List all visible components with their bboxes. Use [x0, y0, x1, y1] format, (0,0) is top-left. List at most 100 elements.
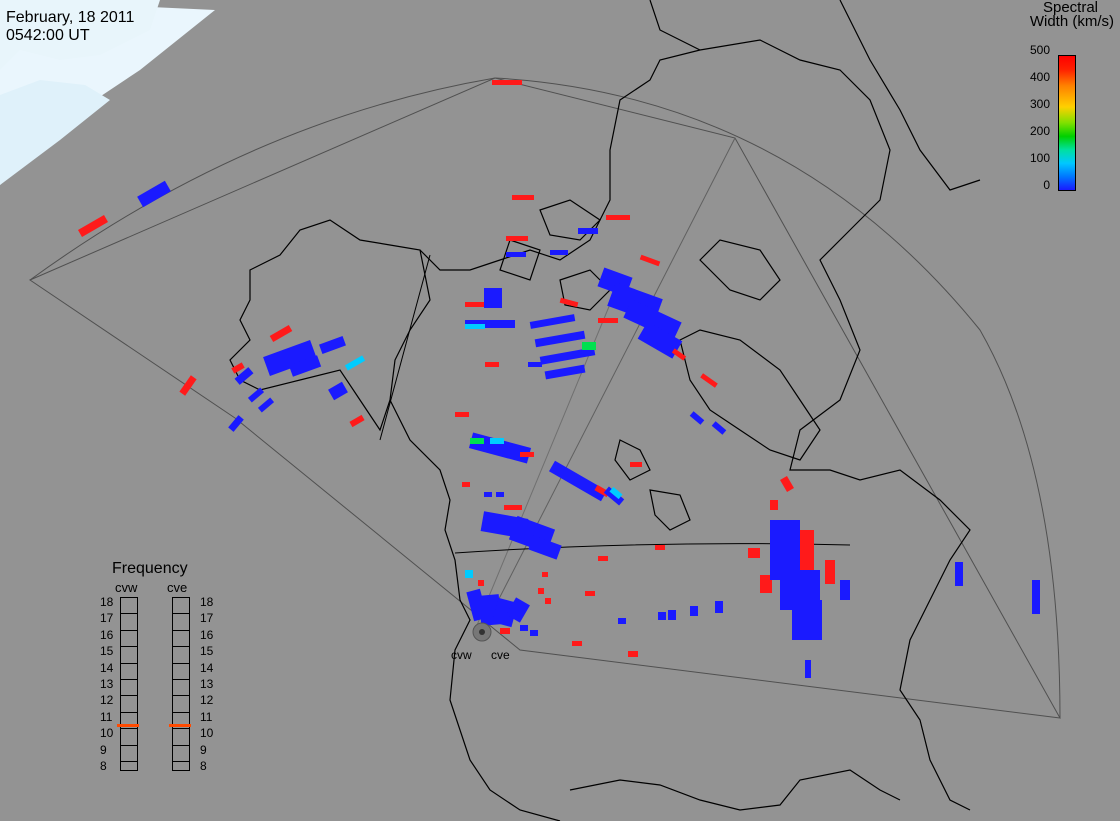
- baffin-island: [699, 239, 781, 301]
- frequency-level-left: 11: [100, 709, 113, 724]
- frequency-level-right: 18: [200, 595, 214, 609]
- radar-echo-cell: [549, 460, 607, 502]
- frequency-level-left: 8: [100, 759, 107, 773]
- radar-echo-cell: [492, 597, 518, 628]
- frequency-level-right: 12: [200, 693, 214, 708]
- frequency-row-divider: [121, 646, 137, 648]
- radar-echo-cell: [490, 438, 504, 444]
- frequency-row-divider: [173, 761, 189, 762]
- frequency-row-divider: [121, 761, 137, 762]
- radar-echo-cell: [715, 601, 723, 613]
- radar-label-west: cvw: [451, 648, 472, 662]
- radar-echo-cell: [506, 236, 528, 241]
- radar-echo-cell: [689, 411, 705, 425]
- radar-echo-cell: [455, 412, 469, 417]
- frequency-row-divider: [121, 695, 137, 697]
- radar-echo-cell: [539, 347, 596, 365]
- radar-echo-cell: [545, 598, 551, 604]
- radar-echo-cell: [780, 475, 794, 493]
- beam-line-2: [474, 279, 621, 631]
- radar-echo-cell: [506, 597, 530, 623]
- colorbar-title-line2: Width (km/s): [1029, 13, 1114, 30]
- greenland-west: [649, 0, 701, 51]
- greenland-coast: [839, 0, 981, 191]
- radar-echo-cell: [500, 628, 510, 634]
- frequency-row-divider: [173, 613, 189, 615]
- radar-echo-cell: [465, 570, 473, 578]
- radar-echo-cell: [805, 660, 811, 678]
- frequency-column-cve: [172, 597, 190, 771]
- radar-echo-cell: [637, 321, 683, 359]
- radar-echo-cell: [955, 562, 963, 586]
- frequency-level-left: 16: [100, 627, 114, 642]
- frequency-row-divider: [173, 662, 189, 664]
- frequency-level-right: 16: [200, 627, 214, 642]
- fov-arc-west: [29, 77, 496, 281]
- radar-echo-cell: [658, 612, 666, 620]
- radar-echo-cell: [639, 254, 661, 267]
- alaska-border: [379, 254, 431, 441]
- frequency-row-divider: [121, 679, 137, 680]
- radar-echo-cell: [655, 545, 665, 550]
- radar-echo-cell: [528, 535, 562, 560]
- radar-echo-cell: [496, 492, 504, 497]
- radar-echo-cell: [492, 80, 522, 85]
- radar-echo-cell: [520, 452, 534, 457]
- frequency-level-left: 17: [100, 611, 114, 626]
- frequency-level-right: 10: [200, 726, 214, 741]
- fov-arc-east: [494, 77, 1061, 719]
- radar-echo-cell: [288, 355, 322, 377]
- radar-echo-cell: [550, 250, 568, 255]
- radar-echo-cell: [630, 462, 642, 467]
- radar-echo-cell: [582, 342, 596, 350]
- coastlines: [229, 0, 981, 821]
- polar-sea: [0, 80, 110, 185]
- radar-echo-cell: [228, 415, 244, 432]
- frequency-level-right: 8: [200, 759, 207, 773]
- radar-echo-cell: [760, 575, 772, 593]
- radar-echo-cell: [349, 414, 365, 428]
- spectral-width-colorbar: [1058, 55, 1076, 191]
- frequency-row-divider: [121, 728, 137, 730]
- frequency-level-right: 15: [200, 644, 214, 659]
- frequency-level-right: 9: [200, 742, 207, 757]
- radar-echo-cell: [572, 641, 582, 646]
- frequency-title: Frequency: [112, 560, 188, 577]
- radar-echo-cell: [603, 486, 625, 506]
- radar-echo-cell: [534, 330, 586, 348]
- colorbar-tick-label: 500: [1029, 43, 1050, 57]
- radar-echo-cell: [179, 375, 197, 396]
- radar-echo-cell: [628, 651, 638, 657]
- frequency-level-right: 11: [200, 709, 213, 724]
- radar-echo-cell: [462, 482, 470, 487]
- frequency-level-left: 13: [100, 677, 114, 691]
- radar-echo-cell: [528, 362, 542, 367]
- radar-echo-cell: [840, 580, 850, 600]
- lake-1: [614, 439, 651, 481]
- radar-echo-cell: [465, 324, 485, 329]
- frequency-level-left: 9: [100, 742, 107, 757]
- lake-2: [649, 489, 691, 531]
- radar-echo-cell: [530, 630, 538, 636]
- radar-echo-cell: [1032, 580, 1040, 614]
- radar-echo-cell: [559, 297, 579, 308]
- frequency-row-divider: [173, 646, 189, 648]
- frequency-level-left: 18: [100, 595, 114, 609]
- colorbar-tick-label: 100: [1029, 151, 1050, 165]
- radar-echo-cell: [690, 606, 698, 616]
- colorbar-tick-label: 300: [1029, 97, 1050, 111]
- colorbar-tick-label: 0: [1043, 178, 1050, 192]
- date-label: February, 18 2011: [6, 9, 135, 26]
- arctic-island-2: [499, 239, 541, 281]
- frequency-level-right: 14: [200, 660, 214, 675]
- alaska-coast: [229, 219, 431, 432]
- radar-echo-cell: [78, 215, 108, 237]
- radar-echo-cell: [269, 324, 293, 343]
- frequency-level-right: 13: [200, 677, 214, 691]
- hudson-bay: [679, 329, 821, 461]
- radar-echo-cell: [542, 572, 548, 577]
- north-coast: [419, 39, 971, 811]
